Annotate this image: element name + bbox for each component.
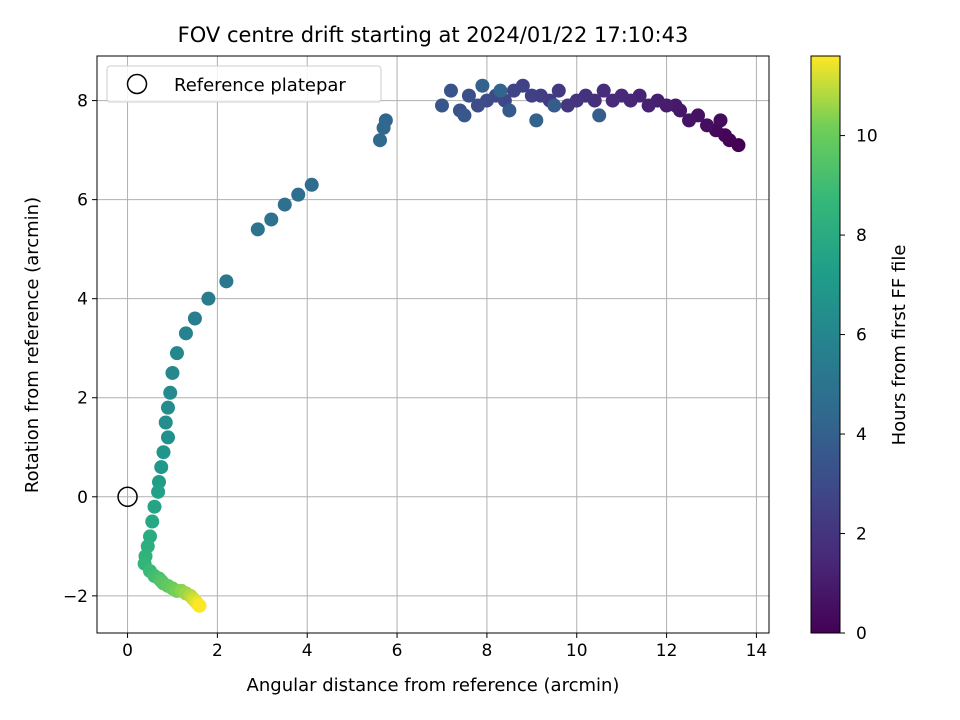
data-point — [165, 365, 180, 380]
y-axis-ticks: −2 0 2 4 6 8 — [63, 92, 97, 607]
x-tick-label: 8 — [481, 641, 492, 661]
data-point — [641, 98, 656, 113]
x-axis-ticks: 0 2 4 6 8 10 12 14 — [122, 633, 767, 661]
x-tick-label: 4 — [302, 641, 313, 661]
data-point — [470, 98, 485, 113]
data-point — [151, 484, 166, 499]
data-point — [160, 430, 175, 445]
data-point — [434, 98, 449, 113]
data-point — [493, 83, 508, 98]
data-point — [156, 445, 171, 460]
data-point — [372, 133, 387, 148]
x-tick-label: 14 — [746, 641, 768, 661]
data-point — [192, 598, 207, 613]
data-point — [291, 187, 306, 202]
grid-lines — [97, 56, 769, 633]
y-axis-label: Rotation from reference (arcmin) — [22, 197, 43, 493]
data-point — [475, 78, 490, 93]
data-point — [596, 83, 611, 98]
data-point — [201, 291, 216, 306]
data-point — [547, 98, 562, 113]
colorbar: 0 2 4 6 8 10 Hours from first FF file — [810, 55, 910, 644]
colorbar-tick-label: 0 — [856, 624, 867, 644]
data-point — [605, 93, 620, 108]
data-point — [250, 222, 265, 237]
colorbar-ticks: 0 2 4 6 8 10 — [840, 127, 878, 644]
colorbar-tick-label: 10 — [856, 127, 878, 147]
data-point — [376, 120, 391, 135]
data-point — [277, 197, 292, 212]
legend-box — [106, 65, 382, 103]
colorbar-tick-label: 4 — [856, 425, 867, 445]
y-tick-label: 8 — [77, 92, 88, 112]
data-point — [158, 415, 173, 430]
legend-reference-marker — [126, 73, 148, 95]
x-tick-label: 0 — [122, 641, 133, 661]
colorbar-label: Hours from first FF file — [889, 245, 910, 446]
data-point — [264, 212, 279, 227]
data-point — [713, 113, 728, 128]
x-tick-label: 12 — [656, 641, 678, 661]
colorbar-tick-label: 6 — [856, 326, 867, 346]
data-point — [560, 98, 575, 113]
data-point — [529, 113, 544, 128]
x-axis-label: Angular distance from reference (arcmin) — [247, 675, 620, 696]
data-point — [443, 83, 458, 98]
data-point — [163, 385, 178, 400]
data-point — [160, 400, 175, 415]
legend-entry-reference: Reference platepar — [174, 75, 346, 96]
x-tick-label: 6 — [392, 641, 403, 661]
y-tick-label: 6 — [77, 191, 88, 211]
x-tick-label: 10 — [566, 641, 588, 661]
reference-platepar-marker — [117, 486, 138, 508]
legend: Reference platepar — [106, 65, 382, 103]
data-point — [178, 326, 193, 341]
y-tick-label: 4 — [77, 290, 88, 310]
chart-title: FOV centre drift starting at 2024/01/22 … — [178, 23, 689, 47]
plot-frame — [96, 55, 770, 634]
data-point — [187, 311, 202, 326]
data-point — [154, 460, 169, 475]
y-tick-label: −2 — [63, 587, 88, 607]
data-points — [137, 78, 746, 613]
reference-marker-layer — [117, 486, 138, 508]
colorbar-gradient — [810, 55, 841, 634]
data-point — [502, 103, 517, 118]
y-tick-label: 2 — [77, 389, 88, 409]
data-point — [145, 514, 160, 529]
data-point — [304, 177, 319, 192]
data-point — [461, 88, 476, 103]
data-point — [592, 108, 607, 123]
data-point — [682, 113, 697, 128]
colorbar-tick-label: 8 — [856, 226, 867, 246]
colorbar-tick-label: 2 — [856, 525, 867, 545]
x-tick-label: 2 — [212, 641, 223, 661]
data-point — [524, 88, 539, 103]
data-point — [700, 118, 715, 133]
data-point — [169, 346, 184, 361]
y-tick-label: 0 — [77, 488, 88, 508]
data-point — [551, 83, 566, 98]
data-point — [147, 499, 162, 514]
data-point — [457, 108, 472, 123]
data-point — [506, 83, 521, 98]
data-point — [219, 274, 234, 289]
